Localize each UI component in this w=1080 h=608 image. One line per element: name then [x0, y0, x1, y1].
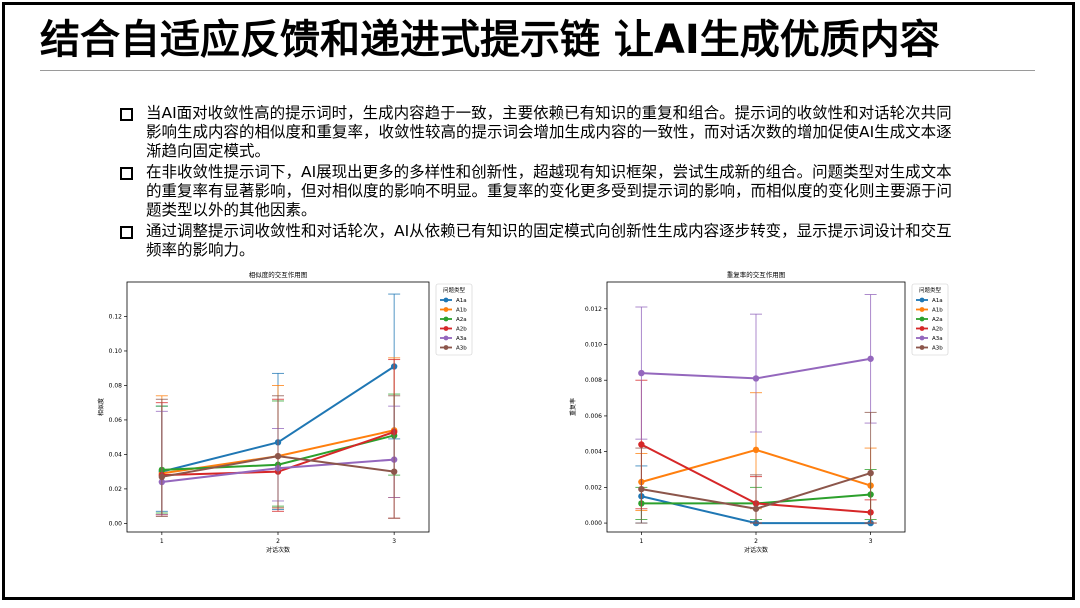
y-tick-label: 0.12: [109, 313, 123, 320]
similarity-interaction-chart: 相似度的交互作用图 0.00 0.02 0.04 0.06 0.08 0.10 0.12 1 2 3…: [97, 270, 473, 554]
bullet-text: 当AI面对收敛性高的提示词时，生成内容趋于一致，主要依赖已有知识的重复和组合。提…: [146, 104, 952, 160]
legend-swatch-marker: [919, 335, 925, 341]
series-a3a: [635, 294, 877, 440]
square-bullet-icon: [120, 226, 133, 239]
y-tick-label: 0.006: [585, 413, 602, 420]
x-tick-label: 1: [639, 538, 643, 545]
legend-swatch-marker: [443, 335, 449, 341]
square-bullet-icon: [120, 108, 133, 121]
data-point: [752, 375, 760, 382]
bullet-text: 通过调整提示词收敛性和对话轮次，AI从依赖已有知识的固定模式向创新性生成内容逐步…: [146, 222, 952, 259]
y-axis-label: 重复率: [569, 398, 577, 416]
legend-title: 问题类型: [443, 286, 466, 294]
bullet-text: 在非收敛性提示词下，AI展现出更多的多样性和创新性，超越现有知识框架，尝试生成新…: [146, 163, 953, 219]
data-point: [638, 369, 645, 377]
x-tick-label: 2: [276, 538, 280, 545]
legend-swatch-marker: [443, 297, 449, 303]
data-point: [390, 468, 398, 475]
legend-swatch-marker: [919, 316, 925, 322]
series-a3b: [635, 411, 877, 524]
y-tick-label: 0.08: [109, 382, 123, 389]
data-point: [752, 446, 760, 454]
bullet-item: 在非收敛性提示词下，AI展现出更多的多样性和创新性，超越现有知识框架，尝试生成新…: [120, 163, 955, 220]
bullet-list: 当AI面对收敛性高的提示词时，生成内容趋于一致，主要依赖已有知识的重复和组合。提…: [120, 104, 955, 262]
x-tick-label: 2: [754, 538, 758, 545]
legend-swatch-marker: [443, 316, 449, 322]
legend-entry: A3b: [932, 346, 943, 352]
data-point: [158, 473, 166, 481]
x-tick-label: 3: [392, 538, 396, 545]
y-tick-label: 0.06: [109, 417, 123, 424]
legend-swatch-marker: [443, 326, 449, 331]
y-tick-label: 0.10: [109, 348, 123, 355]
y-axis-label: 相似度: [97, 398, 105, 416]
bullet-item: 通过调整提示词收敛性和对话轮次，AI从依赖已有知识的固定模式向创新性生成内容逐步…: [120, 222, 955, 260]
legend-entry: A3a: [932, 336, 943, 342]
series-a3b: [155, 395, 401, 519]
data-point: [867, 355, 874, 362]
x-axis-label: 对话次数: [744, 546, 768, 554]
legend-swatch-marker: [919, 297, 925, 303]
legend-entry: A2a: [456, 317, 467, 323]
legend-entry: A2b: [932, 327, 943, 333]
slide-title: 结合自适应反馈和递进式提示链 让AI生成优质内容: [40, 17, 940, 63]
y-tick-label: 0.010: [585, 342, 602, 349]
x-tick-label: 3: [869, 538, 873, 545]
data-point: [638, 485, 645, 493]
data-point: [638, 441, 645, 448]
y-tick-label: 0.02: [109, 486, 123, 493]
y-tick-label: 0.004: [585, 449, 602, 456]
x-axis-label: 对话次数: [266, 546, 290, 554]
legend-swatch-marker: [919, 307, 925, 312]
data-point: [752, 505, 760, 512]
y-tick-label: 0.002: [585, 484, 602, 491]
legend-entry: A3b: [456, 346, 467, 352]
y-tick-label: 0.00: [109, 520, 123, 527]
legend-entry: A2b: [456, 327, 467, 333]
chart-title: 重复率的交互作用图: [727, 270, 786, 279]
legend-swatch-marker: [443, 307, 449, 312]
x-tick-label: 1: [160, 538, 164, 545]
legend-entry: A1b: [456, 308, 467, 314]
legend-swatch-marker: [919, 326, 925, 331]
bullet-item: 当AI面对收敛性高的提示词时，生成内容趋于一致，主要依赖已有知识的重复和组合。提…: [120, 104, 955, 161]
y-tick-label: 0.012: [585, 306, 602, 313]
legend-entry: A1b: [932, 308, 943, 314]
legend-swatch-marker: [919, 345, 925, 350]
legend-entry: A1a: [456, 298, 467, 304]
legend-entry: A2a: [932, 317, 943, 323]
title-divider: [40, 70, 1035, 71]
data-point: [274, 452, 282, 460]
chart-title: 相似度的交互作用图: [249, 270, 308, 279]
repetition-rate-interaction-chart: 重复率的交互作用图 0.000 0.002 0.004 0.006 0.008 0.010 0…: [569, 270, 949, 554]
legend-title: 问题类型: [919, 286, 942, 294]
y-tick-label: 0.04: [109, 451, 123, 458]
legend-entry: A1a: [932, 298, 943, 304]
y-tick-label: 0.008: [585, 377, 602, 384]
legend-entry: A3a: [456, 336, 467, 342]
legend-swatch-marker: [443, 345, 449, 350]
data-point: [867, 469, 874, 477]
y-tick-label: 0.000: [585, 520, 602, 527]
square-bullet-icon: [120, 167, 133, 180]
slide-frame: [2, 2, 1075, 600]
